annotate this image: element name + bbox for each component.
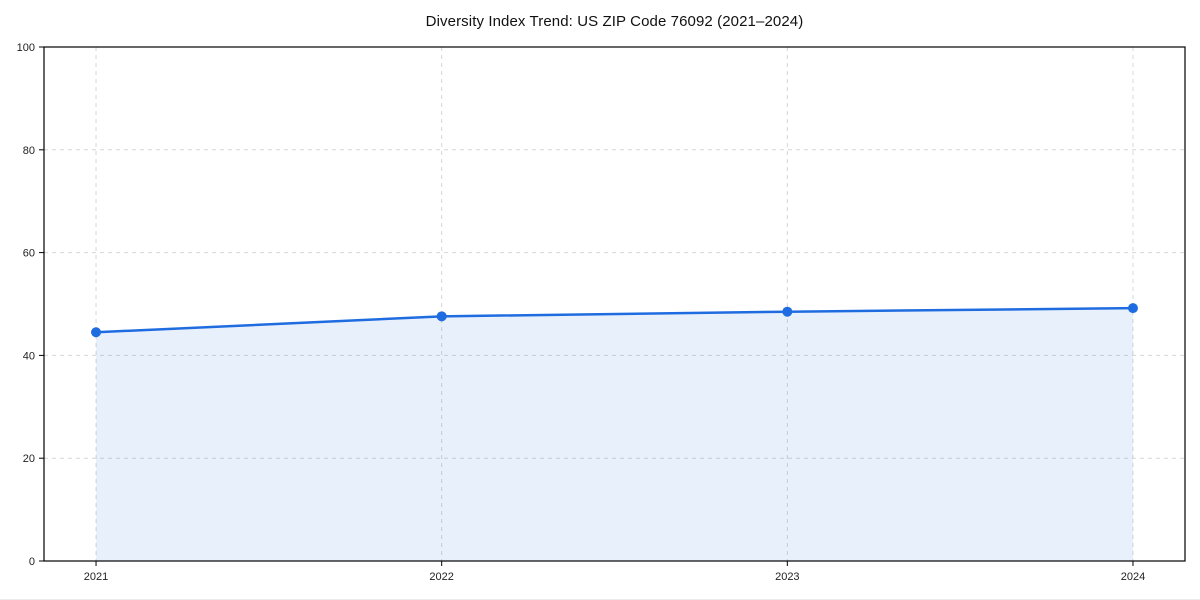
area-fill [96,308,1133,561]
y-tick-label: 20 [23,453,35,465]
plot-border [43,46,1186,562]
x-tick-label: 2023 [775,571,799,583]
y-tick-label: 100 [17,42,35,54]
x-tick-label: 2024 [1121,571,1145,583]
y-tick-label: 60 [23,248,35,260]
y-tick-label: 40 [23,350,35,362]
chart-title: Diversity Index Trend: US ZIP Code 76092… [425,13,804,30]
data-point-2023 [782,306,793,317]
x-tick-label: 2021 [84,571,108,583]
data-point-2021 [91,327,102,338]
trend-line [94,306,1135,334]
y-tick-label: 80 [23,145,35,157]
y-tick-label: 0 [29,556,35,568]
data-point-2024 [1127,303,1138,314]
x-tick-label: 2022 [429,571,453,583]
data-point-2022 [436,311,447,322]
